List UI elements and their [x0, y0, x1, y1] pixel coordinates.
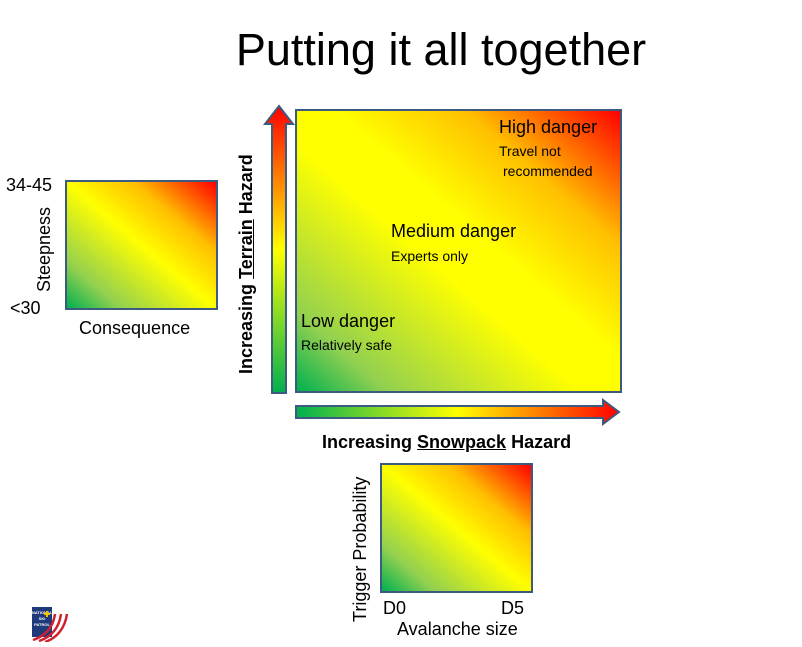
- snowpack-hazard-label-key: Snowpack: [417, 432, 507, 452]
- slide-title: Putting it all together: [235, 24, 647, 75]
- high-danger-note-2: recommended: [503, 163, 593, 179]
- steepness-high-label: 34-45: [6, 175, 53, 195]
- high-danger-label: High danger: [499, 117, 598, 137]
- snowpack-hazard-arrow: [295, 398, 621, 426]
- snowpack-hazard-label: Increasing Snowpack Hazard: [322, 432, 571, 453]
- trigger-probability-label: Trigger Probability: [350, 476, 370, 622]
- steepness-axis-label: Steepness: [34, 206, 54, 292]
- terrain-hazard-label-pre: Increasing: [236, 278, 256, 374]
- terrain-hazard-label: Increasing Terrain Hazard: [236, 154, 257, 374]
- svg-text:SKI: SKI: [39, 616, 46, 621]
- low-danger-label: Low danger: [301, 311, 396, 331]
- danger-matrix: [295, 109, 622, 393]
- svg-text:NATIONAL: NATIONAL: [32, 610, 53, 615]
- terrain-hazard-arrow: [262, 104, 296, 394]
- medium-danger-label: Medium danger: [391, 221, 517, 241]
- snowpack-hazard-label-post: Hazard: [506, 432, 572, 452]
- national-ski-patrol-logo: NATIONAL SKI PATROL: [32, 607, 69, 642]
- low-danger-note: Relatively safe: [301, 337, 393, 353]
- terrain-hazard-label-key: Terrain: [236, 219, 256, 279]
- size-max-label: D5: [501, 598, 525, 618]
- avalanche-size-label: Avalanche size: [397, 619, 518, 639]
- snowpack-hazard-label-pre: Increasing: [322, 432, 418, 452]
- steepness-consequence-box: [65, 180, 218, 310]
- high-danger-note-1: Travel not: [499, 143, 561, 159]
- size-min-label: D0: [383, 598, 407, 618]
- terrain-hazard-label-post: Hazard: [236, 154, 256, 220]
- svg-text:PATROL: PATROL: [34, 622, 50, 627]
- consequence-axis-label: Consequence: [79, 318, 191, 338]
- trigger-size-box: [380, 463, 533, 593]
- medium-danger-note: Experts only: [391, 248, 469, 264]
- steepness-low-label: <30: [10, 298, 41, 318]
